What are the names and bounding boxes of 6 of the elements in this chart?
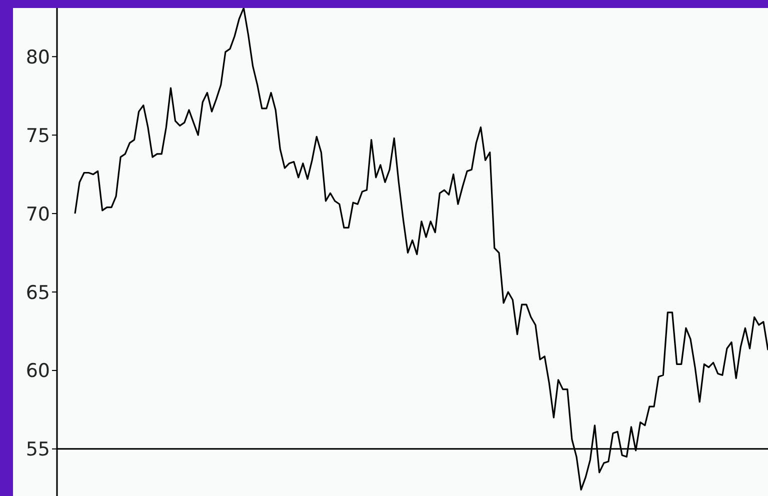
- y-tick-label: 75: [26, 124, 50, 147]
- y-tick-label: 60: [26, 360, 50, 382]
- y-tick-label: 55: [26, 438, 50, 461]
- y-tick-label: 65: [26, 282, 50, 304]
- y-tick-label: 70: [26, 203, 50, 226]
- y-tick-label: 80: [26, 46, 50, 68]
